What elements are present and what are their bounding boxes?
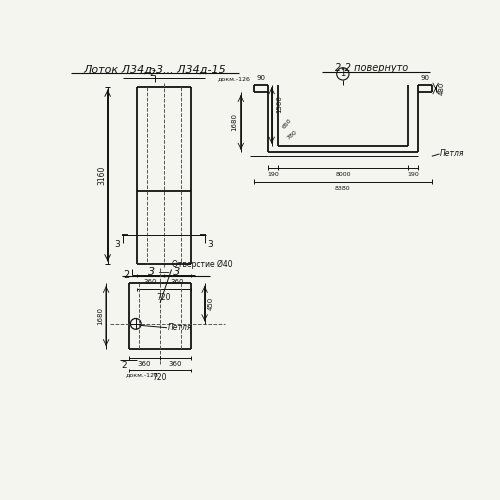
Text: 650: 650 bbox=[282, 117, 292, 129]
Text: 360: 360 bbox=[138, 361, 151, 367]
Text: 1: 1 bbox=[340, 70, 345, 78]
Text: 8380: 8380 bbox=[335, 186, 350, 190]
Text: 8000: 8000 bbox=[335, 172, 350, 176]
Text: 2: 2 bbox=[122, 361, 127, 370]
Text: Петля: Петля bbox=[440, 150, 464, 158]
Text: 720: 720 bbox=[153, 374, 167, 382]
Text: докм.-126: докм.-126 bbox=[217, 76, 250, 81]
Text: 2: 2 bbox=[149, 68, 156, 78]
Text: 720: 720 bbox=[156, 294, 171, 302]
Text: 2-2 повернуто: 2-2 повернуто bbox=[335, 62, 408, 72]
Text: Лоток Л34д-3... Л34д-15: Лоток Л34д-3... Л34д-15 bbox=[83, 64, 226, 74]
Text: 360: 360 bbox=[168, 361, 182, 367]
Text: 360: 360 bbox=[144, 280, 157, 285]
Text: 1500: 1500 bbox=[276, 95, 282, 113]
Text: 190: 190 bbox=[267, 172, 278, 176]
Text: 360: 360 bbox=[170, 280, 184, 285]
Text: 2: 2 bbox=[124, 270, 130, 280]
Text: 450: 450 bbox=[208, 297, 214, 310]
Text: Петля: Петля bbox=[168, 323, 192, 332]
Text: 90: 90 bbox=[420, 75, 430, 81]
Text: 3160: 3160 bbox=[97, 166, 106, 185]
Text: 1680: 1680 bbox=[232, 114, 237, 132]
Text: 3: 3 bbox=[114, 240, 120, 249]
Text: 780: 780 bbox=[286, 129, 298, 140]
Text: 190: 190 bbox=[407, 172, 419, 176]
Text: 3 — 3: 3 — 3 bbox=[148, 267, 180, 277]
Text: 1680: 1680 bbox=[97, 307, 103, 325]
Text: 90: 90 bbox=[256, 75, 266, 81]
Text: докм.-126: докм.-126 bbox=[126, 372, 158, 377]
Text: 480: 480 bbox=[439, 82, 445, 95]
Text: Отверстие Ø40: Отверстие Ø40 bbox=[172, 260, 232, 270]
Text: 3: 3 bbox=[208, 240, 214, 249]
